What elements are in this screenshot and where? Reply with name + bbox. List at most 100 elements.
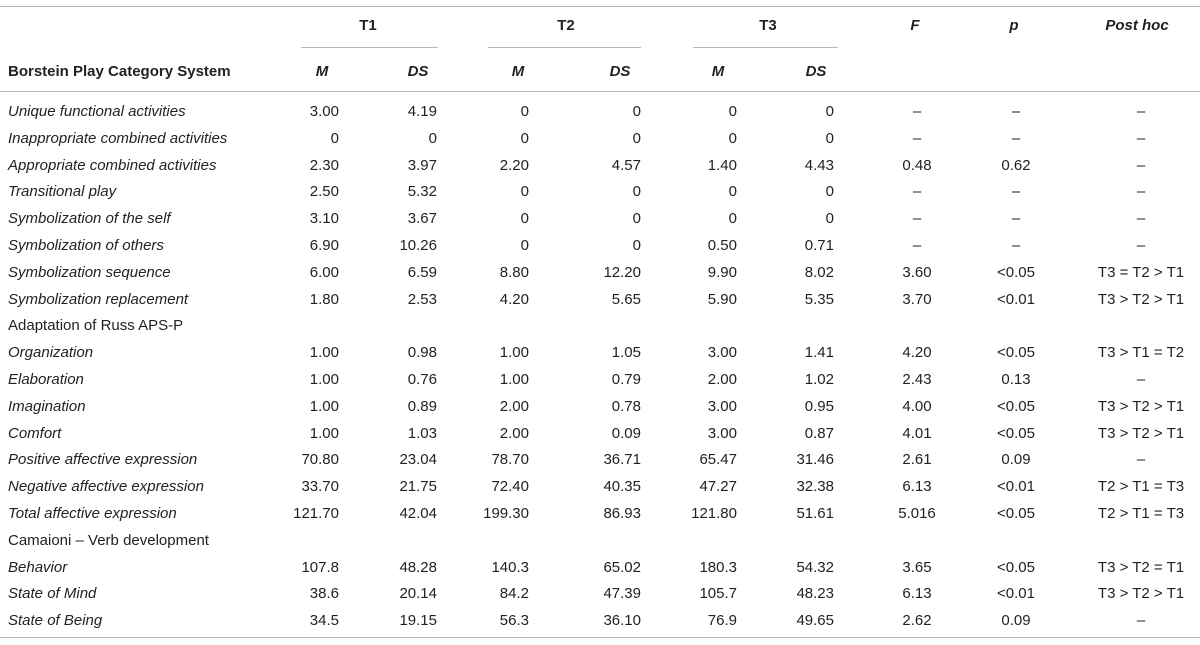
- cell-t1-m: 3.00: [309, 103, 339, 120]
- cell-t2-ds: 36.10: [603, 612, 641, 629]
- cell-t1-ds: 0.76: [407, 371, 437, 388]
- cell-f: 2.61: [902, 451, 932, 468]
- cell-post-hoc: –: [1136, 237, 1146, 254]
- header-t2-ds: DS: [609, 63, 631, 80]
- cell-t3-ds: 0: [825, 210, 834, 227]
- cell-post-hoc: T3 = T2 > T1: [1097, 264, 1185, 281]
- cell-post-hoc: T3 > T2 > T1: [1097, 585, 1185, 602]
- cell-t1-m: 33.70: [301, 478, 339, 495]
- cell-t1-ds: 6.59: [407, 264, 437, 281]
- cell-post-hoc: T3 > T2 > T1: [1097, 398, 1185, 415]
- cell-t1-ds: 23.04: [399, 451, 437, 468]
- cell-f: –: [912, 130, 922, 147]
- cell-f: –: [912, 103, 922, 120]
- cell-t3-m: 2.00: [707, 371, 737, 388]
- cell-post-hoc: –: [1136, 103, 1146, 120]
- cell-p: 0.09: [1001, 612, 1031, 629]
- cell-post-hoc: T3 > T2 > T1: [1097, 425, 1185, 442]
- header-f: F: [910, 17, 920, 34]
- cell-t1-m: 3.10: [309, 210, 339, 227]
- row-label: Elaboration: [8, 371, 84, 388]
- cell-t2-ds: 0.79: [611, 371, 641, 388]
- cell-t3-ds: 0.95: [804, 398, 834, 415]
- group-rule-t3: [693, 47, 838, 48]
- cell-t2-ds: 65.02: [603, 559, 641, 576]
- cell-t2-m: 0: [520, 210, 529, 227]
- cell-t3-ds: 0.71: [804, 237, 834, 254]
- cell-t2-m: 0: [520, 130, 529, 147]
- row-label: Unique functional activities: [8, 103, 186, 120]
- cell-t1-m: 0: [330, 130, 339, 147]
- cell-t3-ds: 51.61: [796, 505, 834, 522]
- row-label: State of Mind: [8, 585, 97, 602]
- cell-t3-ds: 48.23: [796, 585, 834, 602]
- cell-f: 4.20: [902, 344, 932, 361]
- cell-t1-m: 107.8: [301, 559, 339, 576]
- cell-t3-m: 5.90: [707, 291, 737, 308]
- cell-t3-m: 0: [728, 103, 737, 120]
- cell-p: <0.05: [997, 398, 1035, 415]
- bottom-rule: [0, 637, 1200, 638]
- cell-p: <0.05: [997, 559, 1035, 576]
- group-rule-t1: [301, 47, 438, 48]
- cell-t2-m: 0: [520, 183, 529, 200]
- cell-t2-m: 2.20: [499, 157, 529, 174]
- cell-t2-m: 78.70: [491, 451, 529, 468]
- cell-f: –: [912, 183, 922, 200]
- cell-p: 0.13: [1001, 371, 1031, 388]
- header-group-t1: T1: [359, 17, 377, 34]
- row-label: Negative affective expression: [8, 478, 204, 495]
- cell-t1-ds: 4.19: [407, 103, 437, 120]
- cell-p: <0.05: [997, 344, 1035, 361]
- cell-t2-m: 1.00: [499, 344, 529, 361]
- cell-t3-ds: 1.02: [804, 371, 834, 388]
- cell-t2-m: 2.00: [499, 425, 529, 442]
- header-rule: [0, 91, 1200, 92]
- cell-t2-ds: 4.57: [611, 157, 641, 174]
- cell-f: –: [912, 210, 922, 227]
- row-label: Positive affective expression: [8, 451, 198, 468]
- cell-t1-ds: 1.03: [407, 425, 437, 442]
- header-t1-m: M: [315, 63, 329, 80]
- cell-t2-ds: 36.71: [603, 451, 641, 468]
- cell-t1-ds: 20.14: [399, 585, 437, 602]
- cell-t1-ds: 19.15: [399, 612, 437, 629]
- row-label: Symbolization of the self: [8, 210, 171, 227]
- cell-t2-m: 72.40: [491, 478, 529, 495]
- cell-f: 0.48: [902, 157, 932, 174]
- cell-t2-ds: 86.93: [603, 505, 641, 522]
- cell-f: 3.60: [902, 264, 932, 281]
- cell-t1-ds: 42.04: [399, 505, 437, 522]
- row-label: Symbolization of others: [8, 237, 164, 254]
- header-row-label: Borstein Play Category System: [8, 63, 231, 80]
- header-group-t2: T2: [557, 17, 575, 34]
- cell-t3-m: 3.00: [707, 398, 737, 415]
- cell-p: <0.01: [997, 291, 1035, 308]
- cell-f: 2.43: [902, 371, 932, 388]
- cell-t2-ds: 0: [632, 237, 641, 254]
- cell-f: 3.70: [902, 291, 932, 308]
- cell-f: –: [912, 237, 922, 254]
- cell-t2-m: 84.2: [499, 585, 529, 602]
- cell-f: 5.016: [898, 505, 936, 522]
- cell-t3-ds: 0: [825, 130, 834, 147]
- cell-t3-m: 0: [728, 130, 737, 147]
- cell-t1-m: 6.00: [309, 264, 339, 281]
- cell-t2-m: 2.00: [499, 398, 529, 415]
- cell-p: <0.05: [997, 425, 1035, 442]
- cell-t2-ds: 0: [632, 103, 641, 120]
- header-t2-m: M: [511, 63, 525, 80]
- cell-post-hoc: –: [1136, 371, 1146, 388]
- cell-t1-ds: 48.28: [399, 559, 437, 576]
- row-label: Total affective expression: [8, 505, 177, 522]
- cell-t3-m: 0: [728, 183, 737, 200]
- cell-t1-m: 34.5: [309, 612, 339, 629]
- cell-t2-ds: 5.65: [611, 291, 641, 308]
- cell-p: <0.05: [997, 505, 1035, 522]
- cell-post-hoc: T2 > T1 = T3: [1097, 505, 1185, 522]
- cell-t2-ds: 40.35: [603, 478, 641, 495]
- cell-t2-ds: 12.20: [603, 264, 641, 281]
- row-label: State of Being: [8, 612, 103, 629]
- cell-t2-ds: 0.09: [611, 425, 641, 442]
- header-group-t3: T3: [759, 17, 777, 34]
